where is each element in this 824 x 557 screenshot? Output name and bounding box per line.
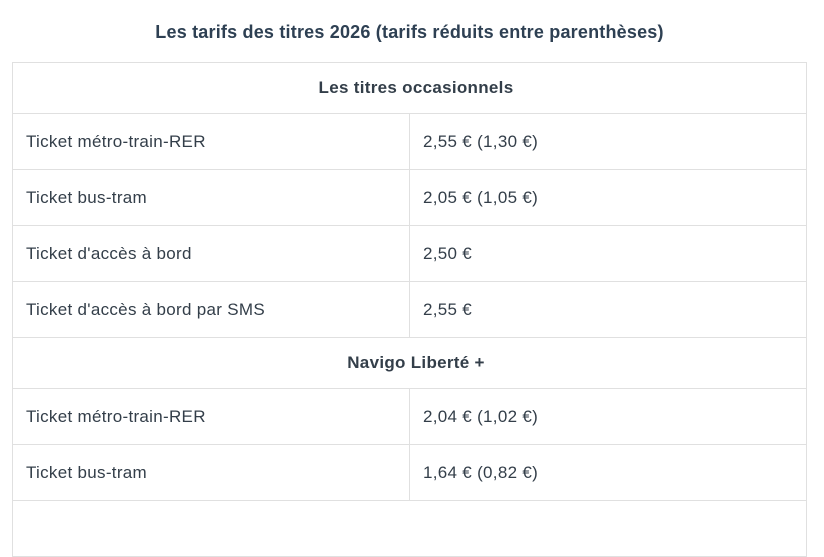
ticket-price: 2,05 € (1,05 €) [409,169,807,226]
ticket-label: Ticket d'accès à bord par SMS [12,281,410,338]
ticket-label: Ticket bus-tram [12,169,410,226]
section-header: Navigo Liberté + [12,337,807,389]
ticket-price: 1,64 € (0,82 €) [409,444,807,501]
table-row: Ticket métro-train-RER 2,55 € (1,30 €) [12,113,807,170]
section-header-row: Navigo Liberté + [12,337,807,389]
ticket-price: 2,04 € (1,02 €) [409,388,807,445]
table-row: Ticket bus-tram 2,05 € (1,05 €) [12,169,807,226]
ticket-price: 2,55 € (1,30 €) [409,113,807,170]
ticket-label: Ticket d'accès à bord [12,225,410,282]
tariff-table: Les titres occasionnels Ticket métro-trai… [12,62,807,557]
section-header-row: Les titres occasionnels [12,62,807,114]
table-row: Ticket bus-tram 1,64 € (0,82 €) [12,444,807,501]
partial-row [12,500,807,557]
ticket-price: 2,50 € [409,225,807,282]
page-title: Les tarifs des titres 2026 (tarifs rédui… [155,22,664,42]
section-header: Les titres occasionnels [12,62,807,114]
table-row: Ticket d'accès à bord 2,50 € [12,225,807,282]
ticket-label: Ticket métro-train-RER [12,388,410,445]
table-row: Ticket métro-train-RER 2,04 € (1,02 €) [12,388,807,445]
ticket-price: 2,55 € [409,281,807,338]
table-row: Ticket d'accès à bord par SMS 2,55 € [12,281,807,338]
partial-row-cell [12,500,807,557]
ticket-label: Ticket bus-tram [12,444,410,501]
ticket-label: Ticket métro-train-RER [12,113,410,170]
tariff-table-body: Les titres occasionnels Ticket métro-trai… [12,62,807,557]
